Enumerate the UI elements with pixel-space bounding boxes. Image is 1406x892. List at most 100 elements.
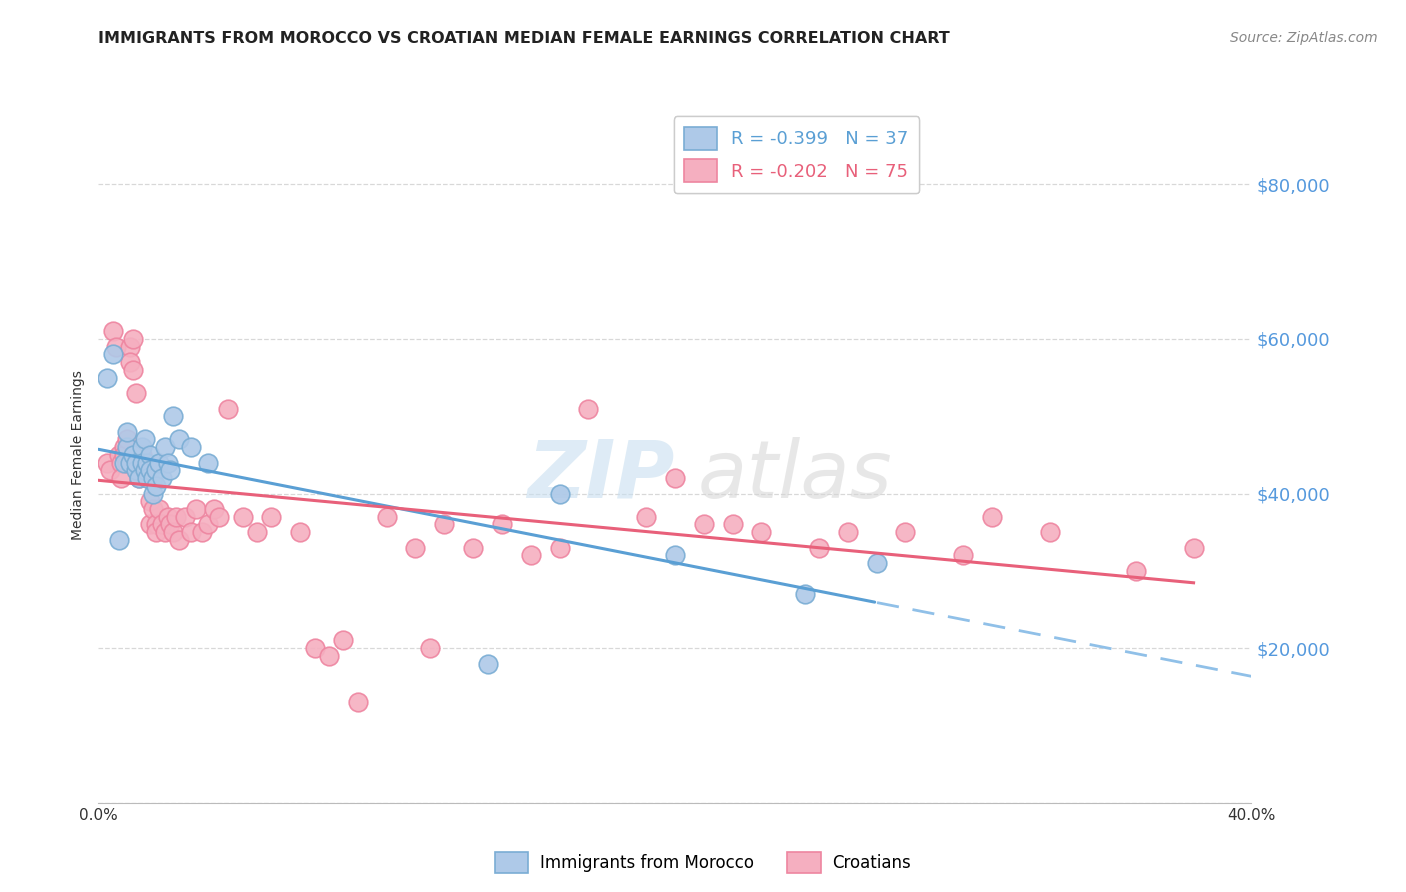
Point	[145, 525, 167, 540]
Point	[112, 448, 135, 462]
Point	[117, 425, 139, 439]
Point	[125, 463, 148, 477]
Point	[246, 525, 269, 540]
Text: atlas: atlas	[697, 437, 893, 515]
Point	[208, 509, 231, 524]
Point	[110, 456, 132, 470]
Point	[107, 533, 129, 547]
Point	[131, 456, 153, 470]
Point	[866, 556, 889, 570]
Point	[156, 509, 179, 524]
Point	[145, 517, 167, 532]
Point	[117, 433, 139, 447]
Point	[180, 440, 202, 454]
Point	[145, 463, 167, 477]
Point	[894, 525, 917, 540]
Point	[128, 456, 150, 470]
Point	[260, 509, 283, 524]
Point	[548, 486, 571, 500]
Point	[165, 509, 187, 524]
Point	[96, 370, 118, 384]
Point	[837, 525, 859, 540]
Point	[156, 456, 179, 470]
Point	[107, 448, 129, 462]
Point	[952, 549, 974, 563]
Point	[186, 502, 208, 516]
Point	[202, 502, 225, 516]
Point	[433, 517, 456, 532]
Point	[153, 525, 176, 540]
Point	[142, 471, 165, 485]
Point	[636, 509, 658, 524]
Point	[1125, 564, 1147, 578]
Point	[304, 641, 326, 656]
Point	[131, 440, 153, 454]
Point	[167, 433, 190, 447]
Point	[117, 456, 139, 470]
Point	[693, 517, 716, 532]
Point	[1182, 541, 1205, 555]
Point	[142, 486, 165, 500]
Point	[332, 633, 354, 648]
Text: IMMIGRANTS FROM MOROCCO VS CROATIAN MEDIAN FEMALE EARNINGS CORRELATION CHART: IMMIGRANTS FROM MOROCCO VS CROATIAN MEDI…	[98, 31, 950, 46]
Point	[162, 525, 184, 540]
Point	[120, 355, 142, 369]
Point	[125, 456, 148, 470]
Legend: Immigrants from Morocco, Croatians: Immigrants from Morocco, Croatians	[488, 846, 918, 880]
Point	[134, 433, 156, 447]
Point	[112, 440, 135, 454]
Point	[136, 471, 159, 485]
Point	[167, 533, 190, 547]
Point	[721, 517, 744, 532]
Point	[134, 456, 156, 470]
Point	[139, 463, 162, 477]
Point	[131, 448, 153, 462]
Point	[136, 471, 159, 485]
Point	[793, 587, 815, 601]
Point	[110, 471, 132, 485]
Point	[120, 340, 142, 354]
Point	[120, 456, 142, 470]
Point	[346, 695, 368, 709]
Point	[162, 409, 184, 424]
Y-axis label: Median Female Earnings: Median Female Earnings	[72, 370, 86, 540]
Point	[1038, 525, 1062, 540]
Point	[548, 541, 571, 555]
Point	[139, 448, 162, 462]
Point	[405, 541, 427, 555]
Point	[664, 549, 686, 563]
Point	[101, 324, 124, 338]
Point	[197, 456, 219, 470]
Point	[98, 463, 121, 477]
Point	[981, 509, 1004, 524]
Point	[104, 340, 127, 354]
Point	[145, 479, 167, 493]
Text: ZIP: ZIP	[527, 437, 675, 515]
Point	[191, 525, 214, 540]
Point	[125, 456, 148, 470]
Point	[520, 549, 543, 563]
Point	[125, 386, 148, 401]
Legend: R = -0.399   N = 37, R = -0.202   N = 75: R = -0.399 N = 37, R = -0.202 N = 75	[673, 116, 920, 194]
Point	[578, 401, 600, 416]
Point	[159, 463, 181, 477]
Point	[419, 641, 441, 656]
Point	[180, 525, 202, 540]
Point	[112, 456, 135, 470]
Point	[664, 471, 686, 485]
Point	[197, 517, 219, 532]
Point	[290, 525, 312, 540]
Point	[139, 494, 162, 508]
Point	[148, 456, 170, 470]
Point	[128, 471, 150, 485]
Point	[491, 517, 513, 532]
Point	[375, 509, 398, 524]
Point	[136, 456, 159, 470]
Point	[153, 440, 176, 454]
Point	[217, 401, 239, 416]
Point	[96, 456, 118, 470]
Point	[139, 517, 162, 532]
Point	[122, 363, 145, 377]
Point	[117, 440, 139, 454]
Point	[159, 517, 181, 532]
